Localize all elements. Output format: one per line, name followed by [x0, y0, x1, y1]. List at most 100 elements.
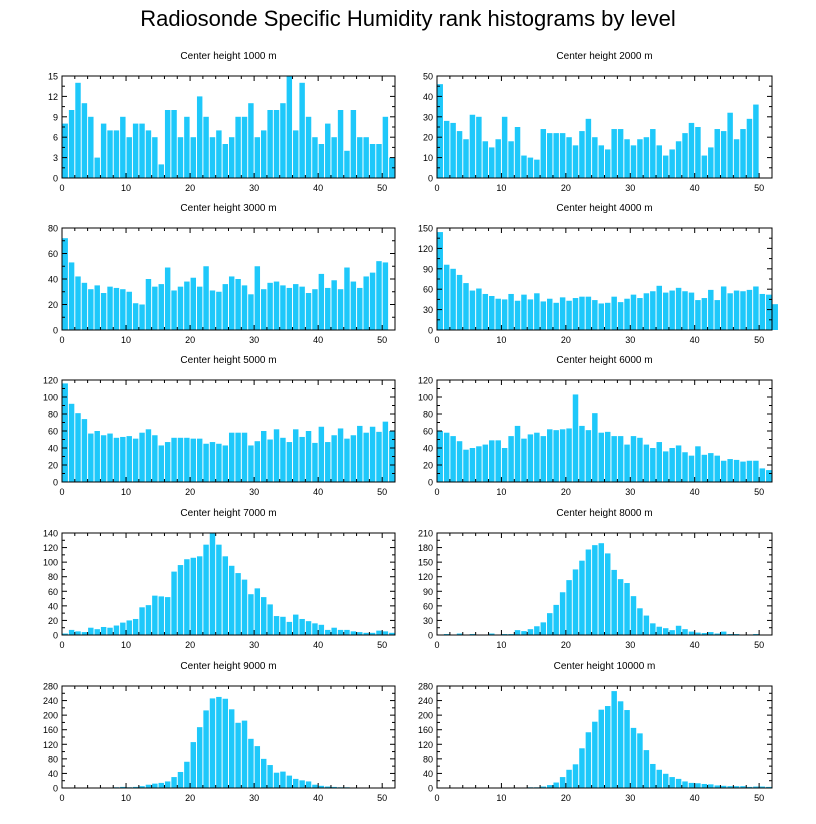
y-tick-label: 30	[423, 112, 433, 122]
histogram-bar	[132, 303, 139, 330]
histogram-bar	[261, 289, 267, 330]
histogram-bar	[177, 286, 184, 330]
histogram-bar	[344, 438, 350, 482]
panel-3: Center height 3000 m 0 20 40 60 80 0 10 20 30 40 50	[48, 203, 396, 345]
histogram-bar	[81, 103, 88, 178]
histogram-bar	[299, 618, 305, 635]
histogram-bar	[624, 139, 630, 178]
histogram-bar	[376, 261, 382, 330]
histogram-bar	[656, 285, 662, 330]
histogram-bar	[75, 413, 81, 482]
histogram-bar	[248, 738, 254, 788]
histogram-bar	[733, 290, 740, 330]
x-tick-label: 40	[690, 640, 700, 650]
histogram-bar	[469, 290, 476, 330]
histogram-bar	[540, 129, 547, 178]
histogram-bar	[344, 629, 350, 635]
histogram-bar	[656, 145, 662, 178]
histogram-bar	[675, 287, 682, 330]
x-tick-label: 0	[59, 183, 64, 193]
x-tick-label: 40	[690, 183, 700, 193]
histogram-bar	[688, 631, 695, 635]
histogram-bar	[357, 287, 363, 330]
histogram-bar	[650, 763, 656, 788]
histogram-bar	[579, 748, 585, 788]
x-tick-label: 50	[754, 335, 764, 345]
histogram-bar	[196, 556, 203, 635]
x-tick-label: 40	[690, 487, 700, 497]
y-tick-label: 40	[48, 601, 58, 611]
histogram-bar	[740, 291, 746, 330]
panel-title: Center height 3000 m	[180, 203, 276, 214]
histogram-bar	[682, 291, 688, 330]
x-tick-label: 50	[754, 487, 764, 497]
histogram-bar	[305, 116, 312, 178]
x-tick-label: 20	[185, 487, 195, 497]
y-tick-label: 280	[418, 682, 433, 692]
histogram-bar	[190, 742, 196, 788]
histogram-bar	[235, 722, 241, 788]
histogram-bar	[312, 784, 318, 788]
main-title: Radiosonde Specific Humidity rank histog…	[140, 6, 676, 31]
x-tick-label: 20	[561, 640, 571, 650]
histogram-bar	[585, 732, 592, 788]
x-tick-label: 40	[313, 183, 323, 193]
histogram-bar	[363, 276, 369, 330]
histogram-bar	[203, 443, 209, 482]
histogram-bar	[344, 267, 350, 330]
y-tick-label: 15	[48, 72, 58, 82]
histogram-bar	[553, 133, 559, 178]
histogram-bar	[216, 544, 222, 635]
histogram-bar	[132, 438, 139, 482]
histogram-bar	[267, 604, 273, 635]
histogram-bar	[456, 131, 463, 178]
y-tick-label: 50	[423, 72, 433, 82]
panel-title: Center height 10000 m	[554, 661, 656, 672]
histogram-bar	[463, 139, 469, 178]
histogram-bar	[643, 444, 650, 482]
y-tick-label: 100	[43, 393, 58, 403]
y-tick-label: 80	[48, 754, 58, 764]
histogram-bar	[585, 118, 592, 178]
y-tick-label: 9	[53, 112, 58, 122]
histogram-bar	[312, 623, 318, 635]
histogram-bar	[547, 133, 553, 178]
histogram-bar	[273, 110, 280, 178]
histogram-bar	[688, 292, 695, 330]
histogram-bar	[88, 433, 94, 482]
histogram-bar	[598, 145, 605, 178]
histogram-bar	[81, 282, 88, 330]
histogram-bar	[81, 632, 88, 635]
histogram-bar	[766, 294, 772, 330]
histogram-bar	[688, 455, 695, 482]
histogram-bar	[222, 144, 229, 178]
histogram-bar	[579, 131, 585, 178]
histogram-bar	[624, 298, 630, 330]
histogram-bar	[100, 435, 107, 482]
x-tick-label: 50	[377, 487, 387, 497]
histogram-bar	[293, 429, 299, 482]
histogram-bar	[350, 281, 357, 330]
histogram-bar	[650, 291, 656, 330]
y-tick-label: 150	[418, 558, 433, 568]
histogram-bar	[495, 139, 501, 178]
histogram-bar	[94, 157, 100, 178]
histogram-bar	[184, 116, 190, 178]
histogram-bar	[88, 289, 94, 330]
histogram-bar	[559, 133, 566, 178]
histogram-bar	[572, 145, 579, 178]
y-tick-label: 200	[43, 711, 58, 721]
histogram-bar	[720, 286, 727, 330]
histogram-bar	[630, 294, 637, 330]
histogram-bar	[369, 272, 376, 331]
histogram-bar	[171, 290, 177, 330]
histogram-bar	[701, 155, 708, 178]
histogram-bar	[235, 116, 241, 178]
y-tick-label: 30	[423, 305, 433, 315]
histogram-bar	[566, 580, 572, 635]
histogram-bar	[100, 123, 107, 178]
histogram-bar	[714, 785, 720, 788]
x-tick-label: 10	[121, 793, 131, 803]
